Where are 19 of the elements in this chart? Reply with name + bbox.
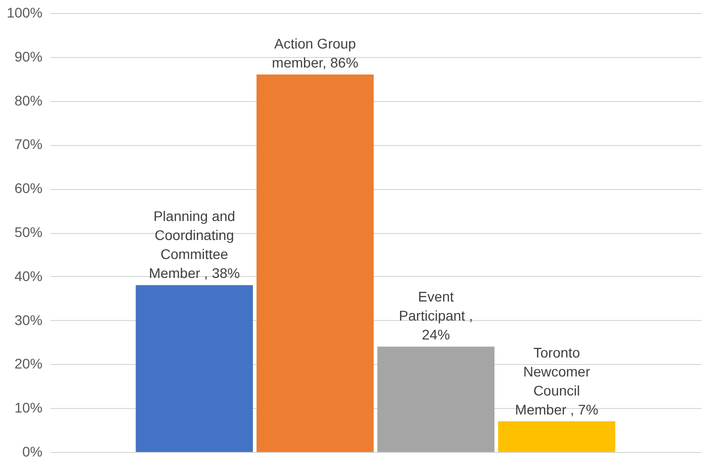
y-tick-label: 100% (6, 4, 42, 20)
y-tick-label: 10% (14, 400, 42, 416)
bar (498, 421, 616, 452)
y-tick-label: 50% (14, 224, 42, 240)
y-tick-label: 70% (14, 136, 42, 152)
y-tick-label: 60% (14, 180, 42, 196)
y-tick-label: 0% (22, 444, 42, 460)
data-label: Planning and Coordinating Committee Member , 38% (148, 208, 240, 282)
data-label: Toronto Newcomer Council Member , 7% (515, 344, 598, 418)
y-tick-label: 30% (14, 312, 42, 328)
y-tick-label: 90% (14, 48, 42, 64)
bar (256, 74, 374, 452)
data-label: Event Participant , 24% (398, 288, 473, 343)
data-label: Action Group member, 86% (272, 35, 358, 70)
bar (377, 346, 494, 452)
y-tick-label: 80% (14, 92, 42, 108)
bar (136, 285, 253, 452)
y-tick-label: 40% (14, 268, 42, 284)
y-tick-label: 20% (14, 356, 42, 372)
